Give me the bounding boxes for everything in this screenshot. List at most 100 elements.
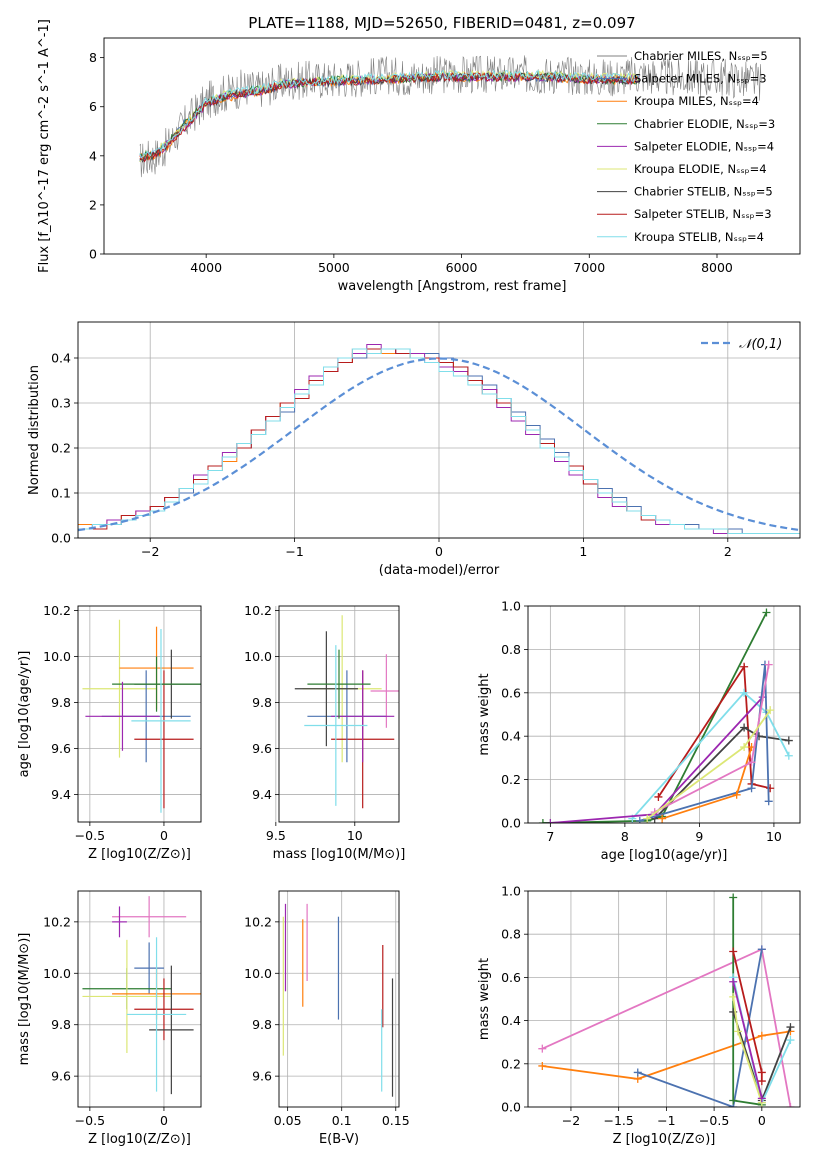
legend-entry: Kroupa MILES, Nₛₛₚ=4 <box>634 94 759 108</box>
weight-marker <box>764 660 773 669</box>
y-tick-label: 0.4 <box>51 351 71 366</box>
legend-entry: Chabrier MILES, Nₛₛₚ=5 <box>634 49 768 63</box>
weight-marker <box>784 751 793 760</box>
weight-marker <box>757 1077 766 1086</box>
axes-frame <box>527 890 801 1108</box>
chart-title: PLATE=1188, MJD=52650, FIBERID=0481, z=0… <box>248 14 635 32</box>
x-tick-label: 9.5 <box>266 828 286 843</box>
x-axis-label: (data-model)/error <box>379 563 500 578</box>
y-tick-label: 2 <box>89 197 97 212</box>
weight-line <box>542 1030 791 1080</box>
x-tick-label: −1.5 <box>603 1113 633 1128</box>
weight-line <box>732 981 763 1099</box>
y-tick-label: 0 <box>89 247 97 262</box>
x-tick-label: 0 <box>435 544 443 559</box>
y-tick-label: 10.2 <box>43 914 71 929</box>
y-tick-label: 0.4 <box>501 1013 521 1028</box>
y-tick-label: 10.2 <box>244 603 272 618</box>
legend-entry: Chabrier STELIB, Nₛₛₚ=5 <box>634 185 773 199</box>
y-tick-label: 0.2 <box>501 772 521 787</box>
x-axis-label: mass [log10(M/M⊙)] <box>273 847 406 862</box>
legend-entry: Kroupa ELODIE, Nₛₛₚ=4 <box>634 162 767 176</box>
y-tick-label: 6 <box>89 99 97 114</box>
x-tick-label: 8000 <box>701 260 733 275</box>
x-tick-label: 7000 <box>573 260 605 275</box>
y-tick-label: 1.0 <box>501 599 521 614</box>
weight-marker <box>766 706 775 715</box>
legend-entry: 𝒩(0,1) <box>739 337 782 352</box>
y-axis-label: Flux [f_λ10^-17 erg cm^-2 s^-1 A^-1] <box>37 19 52 273</box>
weight-marker <box>538 1044 547 1053</box>
x-tick-label: 6000 <box>446 260 478 275</box>
y-tick-label: 9.4 <box>252 787 272 802</box>
weight-line <box>631 691 790 820</box>
x-tick-label: 9 <box>695 829 703 844</box>
spectrum-line <box>139 69 640 161</box>
legend-entry: Kroupa STELIB, Nₛₛₚ=4 <box>634 230 764 244</box>
y-tick-label: 8 <box>89 50 97 65</box>
weight-marker <box>757 1068 766 1077</box>
x-axis-label: Z [log10(Z/Z⊙)] <box>613 1132 716 1147</box>
weight-marker <box>786 1023 795 1032</box>
x-tick-label: 0.1 <box>332 1113 352 1128</box>
weight-marker <box>733 1027 742 1036</box>
y-tick-label: 10.0 <box>244 649 272 664</box>
y-tick-label: 0.6 <box>501 970 521 985</box>
x-tick-label: 0 <box>758 1113 766 1128</box>
spectrum-line <box>139 71 640 161</box>
y-tick-label: 0.2 <box>501 1056 521 1071</box>
weight-marker <box>740 723 749 732</box>
x-tick-label: 0 <box>160 1113 168 1128</box>
y-tick-label: 10.0 <box>43 966 71 981</box>
y-tick-label: 9.8 <box>51 695 71 710</box>
y-tick-label: 4 <box>89 148 97 163</box>
weight-marker <box>546 819 555 823</box>
weight-marker <box>729 992 738 1001</box>
spectrum-line <box>139 72 640 162</box>
spectrum-line <box>139 69 640 163</box>
y-tick-label: 0.8 <box>501 927 521 942</box>
weight-marker <box>729 893 738 902</box>
x-tick-label: 0.15 <box>382 1113 410 1128</box>
y-tick-label: 0.1 <box>51 486 71 501</box>
x-axis-label: Z [log10(Z/Z⊙)] <box>88 847 191 862</box>
weight-marker <box>538 819 547 823</box>
weight-marker <box>740 743 749 752</box>
weight-marker <box>729 1096 738 1105</box>
weight-marker <box>784 736 793 745</box>
x-tick-label: 4000 <box>190 260 222 275</box>
weight-marker <box>635 816 644 823</box>
normal-curve <box>77 357 801 532</box>
x-tick-label: −0.5 <box>699 1113 729 1128</box>
weight-marker <box>747 758 756 767</box>
y-tick-label: 10.0 <box>43 649 71 664</box>
weight-marker <box>732 790 741 799</box>
y-axis-label: Normed distribution <box>27 365 42 495</box>
spectrum-line <box>139 72 640 163</box>
weight-line <box>654 726 789 820</box>
y-axis-label: mass weight <box>477 958 492 1040</box>
y-tick-label: 0.2 <box>51 441 71 456</box>
y-tick-label: 10.0 <box>244 966 272 981</box>
x-tick-label: 10 <box>766 829 782 844</box>
histogram-step <box>78 348 800 538</box>
y-tick-label: 9.4 <box>51 787 71 802</box>
y-tick-label: 0.0 <box>501 816 521 831</box>
x-tick-label: −0.5 <box>75 828 105 843</box>
y-tick-label: 9.8 <box>252 695 272 710</box>
weight-line <box>542 612 768 823</box>
legend-entry: Salpeter STELIB, Nₛₛₚ=3 <box>634 207 772 221</box>
y-tick-label: 9.6 <box>252 741 272 756</box>
y-tick-label: 0.4 <box>501 729 521 744</box>
y-tick-label: 0.6 <box>501 685 521 700</box>
x-tick-label: −1 <box>285 544 303 559</box>
y-tick-label: 10.2 <box>244 914 272 929</box>
y-tick-label: 0.3 <box>51 396 71 411</box>
axes-frame <box>278 605 400 823</box>
x-axis-label: age [log10(age/yr)] <box>601 848 728 863</box>
weight-line <box>657 664 771 798</box>
weight-marker <box>729 947 738 956</box>
y-tick-label: 9.6 <box>51 1069 71 1084</box>
weight-marker <box>729 977 738 986</box>
